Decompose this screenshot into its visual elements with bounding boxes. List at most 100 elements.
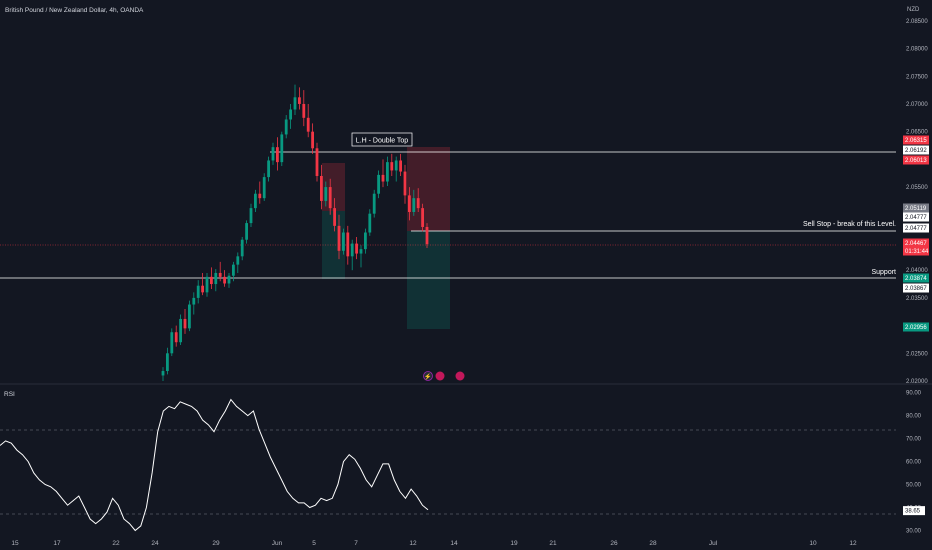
symbol-title[interactable]: British Pound / New Zealand Dollar, 4h, … — [5, 7, 144, 14]
candle — [192, 292, 196, 315]
candle — [390, 153, 394, 176]
price-axis-tick: 2.07500 — [906, 74, 928, 80]
price-tag-bg — [903, 273, 929, 283]
candle-body — [236, 256, 240, 265]
candle-body — [342, 232, 345, 251]
price-tag: 2.06013 — [903, 155, 929, 165]
candle-body — [196, 285, 200, 298]
candle-body — [306, 117, 310, 132]
double-top-label-box — [351, 132, 413, 147]
price-tag-bg — [903, 238, 929, 248]
sell-stop-label[interactable]: Sell Stop - break of this Level. — [803, 221, 896, 228]
price-axis-tick: 2.08000 — [906, 47, 928, 53]
candle-body — [320, 175, 323, 201]
candle — [284, 115, 288, 139]
candle — [245, 220, 248, 244]
candle-body — [210, 276, 213, 285]
candle-body — [232, 264, 235, 276]
candle-body — [258, 193, 262, 199]
candle — [342, 228, 345, 255]
candle-body — [262, 177, 266, 199]
candle — [399, 153, 402, 176]
uk-flag-icon[interactable] — [435, 371, 445, 381]
price-axis-tick: 2.03500 — [906, 296, 928, 302]
candle-body — [394, 160, 398, 171]
candle-body — [337, 225, 341, 251]
rsi-value-tag: 38.65 — [903, 506, 925, 516]
candle — [403, 164, 407, 204]
price-tag-text: 2.04777 — [905, 226, 927, 232]
rsi-axis-tick: 80.00 — [906, 414, 922, 420]
price-tag-bg — [903, 203, 929, 213]
candle — [368, 209, 372, 236]
rsi-title[interactable]: RSI — [4, 391, 15, 398]
candle — [350, 239, 354, 271]
price-tag-bg — [903, 283, 929, 293]
candle — [223, 270, 226, 287]
candle-body — [293, 97, 297, 110]
candle — [161, 367, 165, 381]
candle — [386, 156, 389, 186]
price-tag-text: 2.04777 — [905, 215, 927, 221]
candle-body — [408, 195, 411, 213]
candle — [421, 203, 424, 232]
uk-flag-icon-2[interactable] — [455, 371, 465, 381]
price-tag-text: 2.03867 — [905, 286, 927, 292]
rsi-line[interactable] — [0, 398, 429, 532]
price-tag-bg — [903, 322, 929, 332]
candle-body — [328, 187, 332, 209]
candle-body — [355, 243, 358, 254]
price-axis-tick: 2.04000 — [906, 268, 928, 274]
double-top-label[interactable]: L.H - Double Top — [351, 132, 413, 147]
time-axis-tick: 7 — [354, 540, 358, 547]
time-axis-tick: 17 — [53, 540, 61, 547]
candle — [311, 123, 314, 154]
candle-body — [267, 160, 270, 178]
candle — [302, 90, 306, 127]
rsi-axis-tick: 70.00 — [906, 437, 922, 443]
time-axis-tick: 29 — [212, 540, 220, 547]
candle — [416, 188, 420, 213]
candle-body — [179, 318, 182, 343]
rsi-axis-tick: 50.00 — [906, 483, 922, 489]
candle-body — [183, 318, 187, 329]
candle — [364, 228, 367, 254]
price-tag-bg — [903, 135, 929, 145]
time-axis-tick: Jun — [272, 540, 283, 547]
price-tag: 2.04467 — [903, 238, 929, 248]
price-axis-tick: 2.02500 — [906, 351, 928, 357]
price-tag-bg — [903, 223, 929, 233]
candle — [372, 189, 376, 218]
candle-body — [289, 109, 292, 120]
candle — [249, 203, 253, 227]
candle — [298, 87, 301, 110]
rsi-value-bg — [903, 506, 925, 516]
rsi-axis-tick: 90.00 — [906, 391, 922, 397]
candle-body — [421, 208, 424, 227]
candle — [359, 245, 363, 268]
time-axis[interactable]: 15 17 22 24 29 Jun 5 7 12 14 19 21 26 28 Jul 10 12 — [11, 540, 857, 547]
event-icons[interactable]: ⚡ — [423, 371, 465, 381]
candle-body — [333, 208, 336, 226]
price-tag: 01:31:44 — [903, 246, 929, 256]
candle — [210, 267, 213, 290]
price-axis-tick: 2.02000 — [906, 379, 928, 385]
candle-body — [350, 243, 354, 257]
candlestick-series[interactable] — [161, 84, 429, 381]
candle-body — [254, 193, 257, 209]
time-axis-tick: 14 — [450, 540, 458, 547]
candle — [236, 252, 240, 273]
price-tag: 2.05119 — [903, 203, 929, 213]
candle-body — [386, 162, 389, 182]
candle — [214, 269, 218, 292]
flash-event-icon[interactable] — [423, 371, 433, 381]
currency-label[interactable]: NZD — [907, 7, 920, 13]
support-label[interactable]: Support — [871, 269, 896, 276]
candle-body — [324, 187, 328, 201]
short-position[interactable] — [407, 147, 450, 329]
price-tag-text: 2.06315 — [905, 138, 927, 144]
candle — [289, 103, 292, 129]
